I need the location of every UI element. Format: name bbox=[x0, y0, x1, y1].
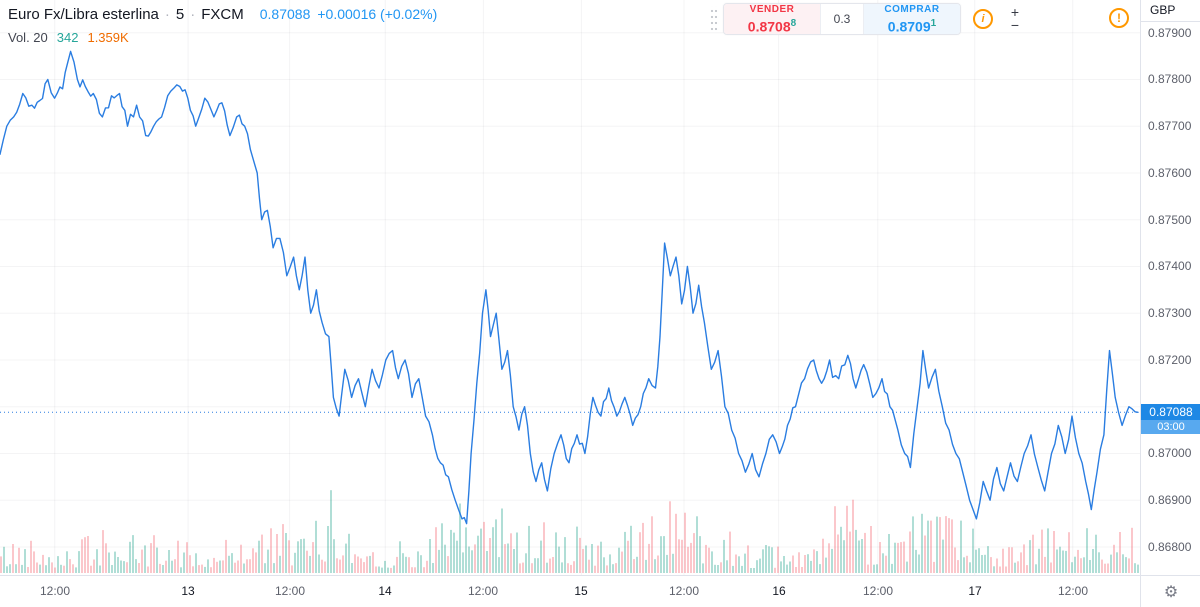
price-axis-label: 0.87500 bbox=[1148, 213, 1192, 227]
order-panel: VENDER 0.87088 0.3 COMPRAR 0.87091 i + − bbox=[710, 3, 1023, 35]
price-axis-label: 0.87400 bbox=[1148, 259, 1192, 273]
volume-bars bbox=[0, 490, 1139, 573]
buy-button[interactable]: COMPRAR 0.87091 bbox=[863, 4, 960, 34]
sell-label: VENDER bbox=[749, 3, 795, 15]
currency-label: GBP bbox=[1141, 0, 1200, 22]
chart-legend: Euro Fx/Libra esterlina · 5 · FXCM 0.870… bbox=[8, 6, 437, 45]
zoom-in-button[interactable]: + bbox=[1010, 4, 1020, 20]
price-line bbox=[0, 50, 1139, 525]
legend-separator: · bbox=[164, 6, 170, 23]
price-axis-label: 0.87800 bbox=[1148, 72, 1192, 86]
price-axis-label: 0.87200 bbox=[1148, 353, 1192, 367]
info-icon[interactable]: i bbox=[973, 9, 993, 29]
sell-price: 0.87088 bbox=[747, 17, 797, 35]
volume-value: 342 bbox=[56, 30, 79, 45]
time-axis-label: 12:00 bbox=[1057, 584, 1089, 598]
zoom-out-button[interactable]: − bbox=[1010, 17, 1020, 33]
current-price-badge: 0.87088 03:00 bbox=[1141, 404, 1200, 434]
gear-icon[interactable]: ⚙ bbox=[1163, 583, 1179, 601]
axis-corner: ⚙ bbox=[1140, 575, 1200, 607]
price-axis-label: 0.86900 bbox=[1148, 493, 1192, 507]
time-axis-day-label: 13 bbox=[181, 584, 195, 598]
chart-interval: 5 bbox=[175, 6, 185, 23]
bar-countdown: 03:00 bbox=[1141, 420, 1200, 434]
volume-label: Vol. 20 bbox=[8, 30, 48, 45]
time-axis-label: 12:00 bbox=[862, 584, 894, 598]
sell-button[interactable]: VENDER 0.87088 bbox=[724, 4, 821, 34]
current-price-value: 0.87088 bbox=[1141, 404, 1200, 420]
symbol-name: Euro Fx/Libra esterlina bbox=[8, 6, 159, 23]
price-axis-label: 0.87300 bbox=[1148, 306, 1192, 320]
spread-value: 0.3 bbox=[821, 4, 863, 34]
buy-price-tick: 1 bbox=[930, 17, 937, 29]
time-axis-label: 12:00 bbox=[467, 584, 499, 598]
volume-legend-row[interactable]: Vol. 20 342 1.359K bbox=[8, 30, 437, 45]
time-axis[interactable]: 12:00 13 12:00 14 12:00 15 12:00 16 12:00 17 12:00 bbox=[0, 575, 1140, 607]
legend-separator: · bbox=[190, 6, 196, 23]
buy-label: COMPRAR bbox=[884, 3, 940, 15]
price-axis-label: 0.87700 bbox=[1148, 119, 1192, 133]
price-axis-label: 0.87000 bbox=[1148, 446, 1192, 460]
symbol-legend-row[interactable]: Euro Fx/Libra esterlina · 5 · FXCM 0.870… bbox=[8, 6, 437, 23]
last-price: 0.87088 bbox=[259, 6, 311, 22]
warning-icon[interactable]: ! bbox=[1109, 8, 1129, 28]
time-axis-label: 12:00 bbox=[274, 584, 306, 598]
sell-price-tick: 8 bbox=[790, 17, 797, 29]
price-chart bbox=[0, 0, 1140, 575]
time-axis-label: 12:00 bbox=[39, 584, 71, 598]
drag-handle-icon[interactable] bbox=[710, 6, 719, 32]
time-axis-label: 12:00 bbox=[668, 584, 700, 598]
price-axis-label: 0.87900 bbox=[1148, 26, 1192, 40]
price-axis-label: 0.86800 bbox=[1148, 540, 1192, 554]
exchange-name: FXCM bbox=[201, 6, 244, 23]
time-axis-day-label: 17 bbox=[968, 584, 982, 598]
time-axis-day-label: 15 bbox=[574, 584, 588, 598]
time-axis-day-label: 14 bbox=[378, 584, 392, 598]
chart-canvas[interactable] bbox=[0, 0, 1140, 575]
grid-lines bbox=[0, 0, 1140, 575]
price-axis[interactable]: GBP 0.87088 03:00 0.87900 0.87800 0.87700 0… bbox=[1140, 0, 1200, 575]
buy-price: 0.87091 bbox=[887, 17, 937, 35]
last-price-cluster: 0.87088 +0.00016 (+0.02%) bbox=[260, 6, 437, 22]
time-axis-day-label: 16 bbox=[772, 584, 786, 598]
order-button-group: VENDER 0.87088 0.3 COMPRAR 0.87091 bbox=[723, 3, 961, 35]
zoom-controls: + − bbox=[1007, 4, 1023, 33]
price-change: +0.00016 (+0.02%) bbox=[317, 6, 438, 22]
price-axis-label: 0.87600 bbox=[1148, 166, 1192, 180]
volume-ma-value: 1.359K bbox=[87, 30, 129, 45]
